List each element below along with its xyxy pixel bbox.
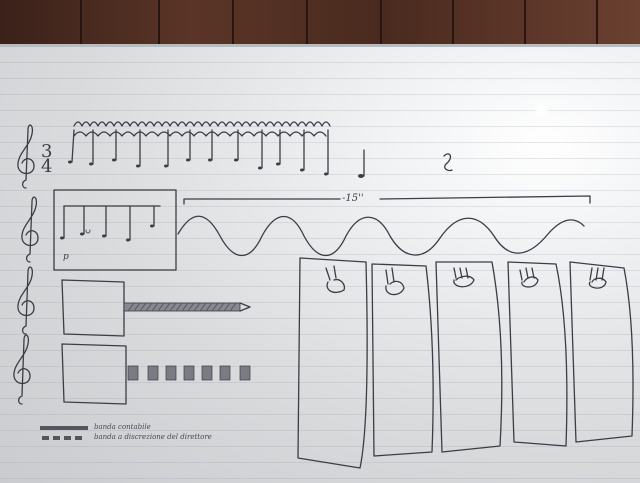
duration-bracket <box>183 195 591 205</box>
treble-clef-icon <box>17 124 35 189</box>
wood-wall <box>0 0 640 48</box>
treble-clef-icon <box>21 196 39 263</box>
gesture-card <box>569 261 634 443</box>
light-reflection <box>535 103 549 117</box>
hand-icon <box>588 267 607 289</box>
gesture-card <box>297 257 368 469</box>
box-dashed-band <box>61 343 251 405</box>
wavy-beam-notes <box>68 121 331 176</box>
time-signature-top: 3 <box>41 141 53 162</box>
duration-label: -15'' <box>342 193 364 204</box>
hand-icon <box>385 267 405 296</box>
gesture-card <box>371 263 434 457</box>
box-solid-band <box>61 279 251 337</box>
sine-wave-line <box>177 215 585 256</box>
legend-dashed-symbol <box>42 436 82 440</box>
treble-clef-icon <box>13 334 31 405</box>
legend-label-solid: banda contabile <box>94 423 151 431</box>
whiteboard <box>0 44 640 483</box>
gesture-card <box>507 261 568 447</box>
rest-symbol <box>443 153 453 172</box>
dynamic-marking: p <box>63 252 69 262</box>
legend-solid-symbol <box>40 426 88 430</box>
time-signature-bottom: 4 <box>41 156 53 177</box>
quarter-note <box>358 149 365 178</box>
treble-clef-icon <box>17 266 35 335</box>
hand-icon <box>519 267 539 288</box>
hand-icon <box>453 267 475 288</box>
legend-label-dashed: banda a discrezione del direttore <box>94 433 212 441</box>
hand-icon <box>325 265 346 294</box>
gesture-card <box>435 261 503 453</box>
boxed-figure <box>53 189 177 271</box>
